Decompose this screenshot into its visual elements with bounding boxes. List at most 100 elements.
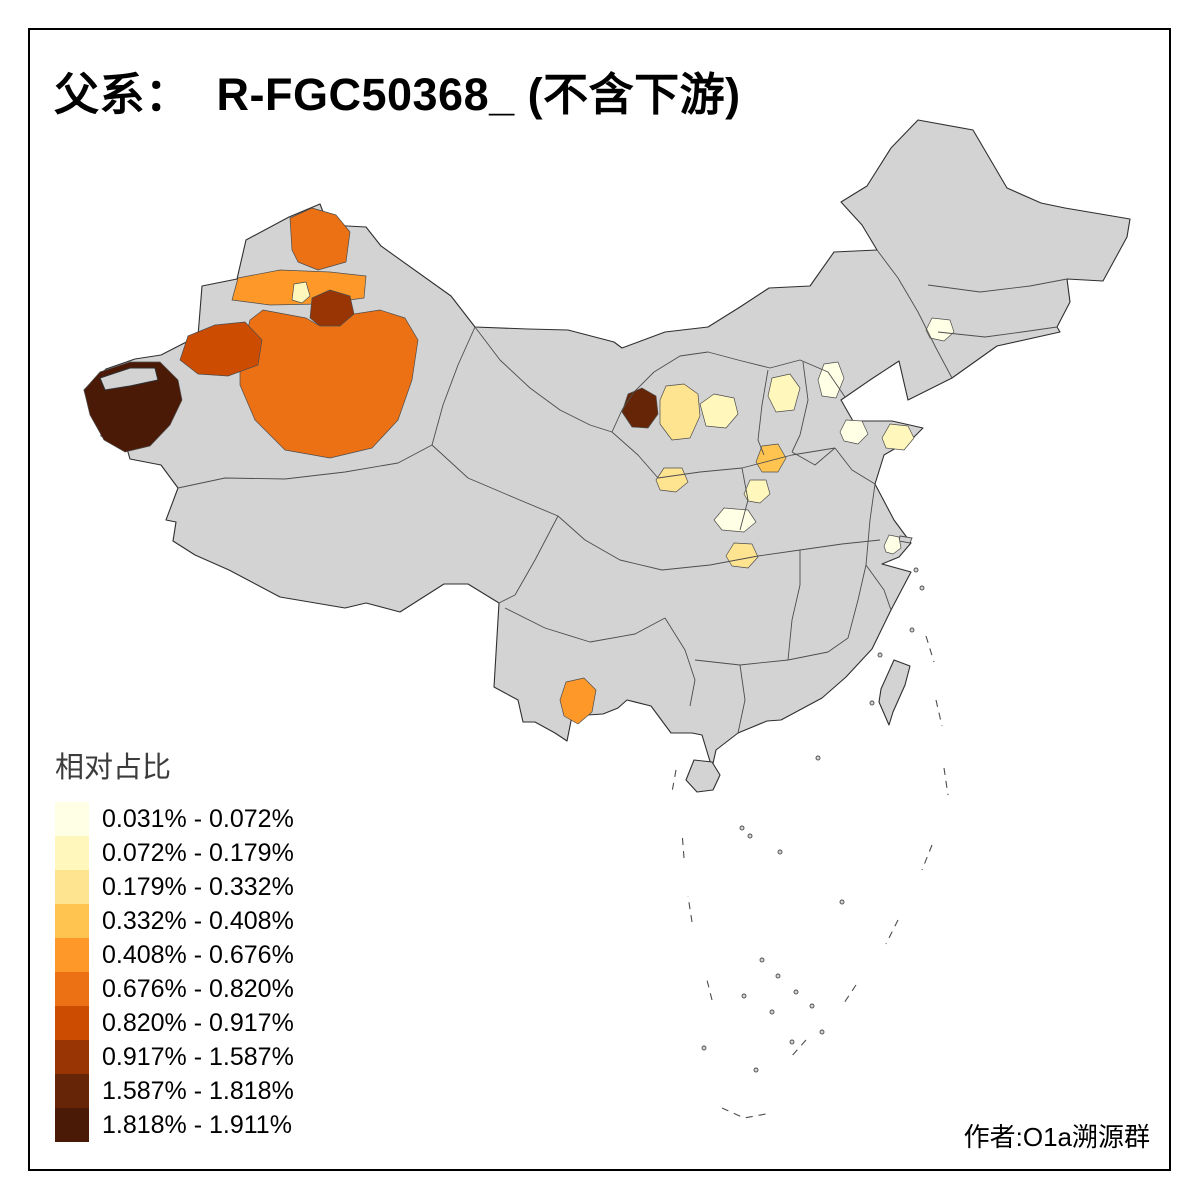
legend-title: 相对占比	[55, 752, 172, 784]
small-islands-part	[775, 973, 781, 979]
map-region-shihezi	[291, 281, 311, 304]
legend-swatch	[55, 1074, 89, 1108]
map-region-ningxia-east	[659, 383, 701, 441]
province-boundaries-part	[791, 447, 836, 466]
province-boundaries-part	[498, 515, 559, 604]
map-region-altay	[289, 207, 351, 271]
legend-row: 0.072% - 0.179%	[55, 836, 294, 870]
small-islands-part	[747, 833, 753, 839]
small-islands-part	[741, 993, 747, 999]
kizilsu-gray-enclave	[99, 367, 159, 391]
map-region-liaoning-north	[925, 317, 955, 342]
province-boundaries-part	[927, 278, 1068, 293]
province-boundaries-part	[787, 550, 801, 661]
legend-swatch	[55, 870, 89, 904]
small-islands-part	[793, 989, 799, 995]
hainan-island	[685, 759, 721, 793]
legend-entries: 0.031% - 0.072% 0.072% - 0.179% 0.179% - 0…	[55, 802, 294, 1142]
small-islands-part	[909, 627, 915, 633]
map-region-south-yunnan	[559, 677, 597, 725]
nine-dash-line-part	[885, 919, 899, 945]
credit-text: 作者:O1a溯源群	[963, 1122, 1150, 1152]
nine-dash-line-part	[841, 984, 857, 1007]
province-boundaries-part	[791, 361, 809, 453]
small-islands-part	[759, 957, 765, 963]
legend-row: 1.818% - 1.911%	[55, 1108, 294, 1142]
small-islands-part	[769, 1009, 775, 1015]
province-boundaries-part	[474, 326, 613, 433]
legend-label: 0.676% - 0.820%	[102, 974, 294, 1003]
legend-swatch	[55, 938, 89, 972]
taiwan-island	[878, 659, 911, 726]
map-region-shandong-west	[839, 419, 869, 445]
province-boundaries-part	[431, 444, 586, 541]
province-boundaries-part	[757, 369, 769, 456]
small-islands-part	[839, 899, 845, 905]
legend-label: 0.820% - 0.917%	[102, 1008, 294, 1037]
small-islands-part	[815, 755, 821, 761]
small-islands-part	[877, 652, 883, 658]
province-boundaries	[177, 249, 1068, 734]
province-boundaries-part	[177, 326, 476, 489]
small-islands-part	[753, 1067, 759, 1073]
legend-label: 0.031% - 0.072%	[102, 804, 294, 833]
province-boundaries-part	[584, 539, 881, 571]
nine-dash-line-part	[721, 1107, 767, 1119]
province-boundaries-part	[611, 431, 659, 479]
nine-dash-line-part	[789, 1039, 807, 1059]
nine-dash-line-part	[687, 895, 693, 923]
map-region-south-jiangsu	[883, 534, 902, 555]
legend-label: 0.408% - 0.676%	[102, 940, 294, 969]
map-region-south-hebei	[767, 373, 801, 413]
legend-row: 0.917% - 1.587%	[55, 1040, 294, 1074]
small-islands-part	[701, 1045, 707, 1051]
legend-swatch	[55, 972, 89, 1006]
province-boundaries-part	[739, 467, 749, 531]
nine-dash-line-part	[943, 767, 949, 796]
nine-dash-line-part	[671, 769, 677, 793]
nine-dash-line	[671, 635, 949, 1119]
small-islands-part	[789, 1039, 795, 1045]
small-islands-part	[913, 567, 919, 573]
colored-regions	[83, 207, 955, 725]
province-boundaries-part	[834, 447, 876, 485]
legend-label: 1.818% - 1.911%	[102, 1110, 292, 1139]
map-region-central-xinjiang	[239, 309, 419, 459]
map-region-tianjin-cangzhou	[817, 361, 845, 399]
legend-label: 1.587% - 1.818%	[102, 1076, 294, 1105]
small-islands-part	[809, 1003, 815, 1009]
map-title: 父系： R-FGC50368_ (不含下游)	[54, 69, 741, 120]
china-mainland-shape	[83, 119, 1131, 769]
province-boundaries-part	[847, 564, 867, 639]
map-region-yulin-ordos	[699, 393, 739, 429]
map-region-longdong	[655, 467, 689, 493]
province-boundaries-part	[865, 564, 892, 611]
legend-row: 1.587% - 1.818%	[55, 1074, 294, 1108]
legend-swatch	[55, 1040, 89, 1074]
nine-dash-line-part	[921, 844, 933, 871]
province-boundaries-part	[504, 607, 666, 643]
map-region-north-henan	[755, 443, 787, 473]
small-islands	[701, 567, 925, 1073]
legend-swatch	[55, 1006, 89, 1040]
nine-dash-line-part	[935, 699, 943, 727]
legend-row: 0.408% - 0.676%	[55, 938, 294, 972]
legend-row: 0.332% - 0.408%	[55, 904, 294, 938]
map-region-aksu	[179, 321, 263, 377]
province-boundaries-part	[937, 326, 1058, 338]
small-islands-part	[739, 825, 745, 831]
legend-swatch	[55, 836, 89, 870]
legend-row: 0.676% - 0.820%	[55, 972, 294, 1006]
map-region-northwest-hubei	[713, 507, 757, 533]
legend-row: 0.820% - 0.917%	[55, 1006, 294, 1040]
legend-label: 0.072% - 0.179%	[102, 838, 294, 867]
nine-dash-line-part	[705, 975, 713, 1001]
map-region-shandong-peninsula	[881, 423, 915, 451]
province-boundaries-part	[865, 483, 876, 566]
province-boundaries-part	[664, 617, 696, 707]
legend-label: 0.332% - 0.408%	[102, 906, 294, 935]
province-boundaries-part	[737, 664, 746, 734]
legend-swatch	[55, 802, 89, 836]
province-boundaries-part	[876, 249, 953, 379]
